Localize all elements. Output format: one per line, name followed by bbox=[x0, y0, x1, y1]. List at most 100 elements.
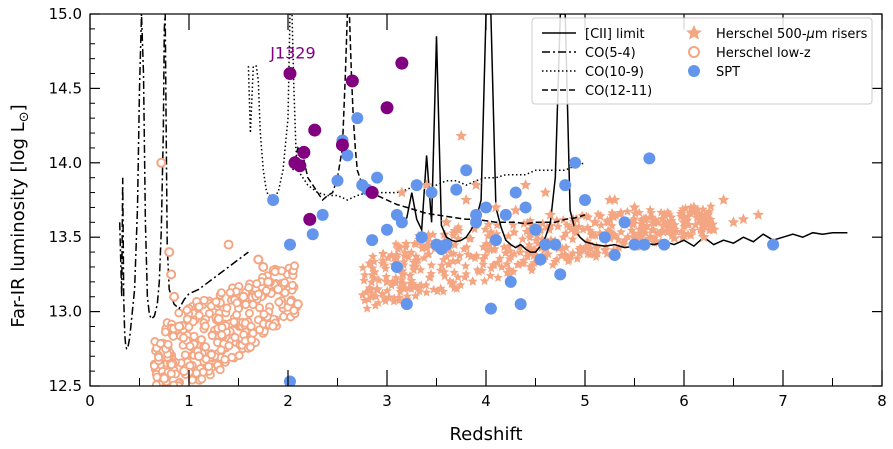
cloud-point bbox=[204, 361, 214, 371]
legend-item-co54: CO(5-4) bbox=[542, 46, 636, 61]
cloud-point bbox=[252, 279, 262, 289]
cloud-point bbox=[395, 286, 405, 296]
y-tick-label: 15.0 bbox=[49, 5, 82, 23]
point-spt bbox=[410, 179, 423, 192]
legend-star-marker bbox=[686, 25, 702, 40]
point-spt bbox=[366, 234, 379, 247]
cloud-point bbox=[222, 303, 232, 313]
cloud-point bbox=[414, 281, 425, 291]
cloud-point bbox=[676, 211, 686, 221]
cloud-point bbox=[449, 267, 459, 277]
point-herschel-500-m-risers bbox=[628, 201, 641, 213]
cloud-point bbox=[517, 234, 528, 244]
cloud-point bbox=[682, 212, 693, 222]
point-herschel-low-z bbox=[263, 276, 274, 287]
cloud-point bbox=[478, 259, 488, 269]
legend-box bbox=[531, 17, 873, 105]
cloud-point bbox=[169, 380, 179, 386]
point-herschel-low-z bbox=[223, 239, 234, 250]
point-spt bbox=[559, 179, 572, 192]
point-spt bbox=[341, 149, 354, 162]
cloud-point bbox=[396, 277, 406, 287]
cloud-point bbox=[402, 291, 413, 301]
cloud-point bbox=[227, 352, 237, 362]
cloud-point bbox=[593, 209, 603, 219]
cloud-point bbox=[453, 256, 463, 265]
cloud-point bbox=[436, 260, 447, 270]
cloud-point bbox=[419, 253, 429, 263]
cloud-point bbox=[413, 254, 423, 264]
cloud-point bbox=[564, 253, 574, 263]
cloud-point bbox=[698, 204, 708, 214]
cloud-point bbox=[595, 210, 606, 220]
legend-item-herschel-risers: Herschel 500-μm risers bbox=[686, 25, 868, 42]
point-j1329-host-candidates bbox=[345, 74, 359, 88]
cloud-point bbox=[537, 234, 547, 244]
cloud-point bbox=[189, 331, 199, 341]
cloud-point bbox=[459, 244, 469, 254]
cloud-point bbox=[575, 242, 585, 252]
cloud-point bbox=[187, 375, 197, 385]
point-herschel-500-m-risers bbox=[440, 216, 453, 228]
point-spt bbox=[514, 298, 527, 311]
point-herschel-500-m-risers bbox=[688, 201, 700, 213]
cloud-point bbox=[399, 251, 410, 261]
cloud-point bbox=[684, 219, 694, 229]
cloud-point bbox=[421, 280, 431, 290]
cloud-point bbox=[663, 223, 673, 233]
cloud-point bbox=[553, 221, 563, 231]
point-herschel-500-m-risers bbox=[396, 186, 408, 198]
cloud-point bbox=[552, 254, 562, 264]
legend-item-herschel-lowz: Herschel low-z bbox=[688, 46, 811, 61]
point-spt bbox=[283, 238, 296, 251]
cloud-point bbox=[244, 308, 254, 318]
cloud-point bbox=[491, 229, 502, 238]
cloud-point bbox=[596, 220, 606, 230]
legend-label-co109: CO(10-9) bbox=[585, 65, 644, 80]
point-spt bbox=[598, 231, 611, 244]
cloud-point bbox=[610, 231, 621, 241]
x-tick-label: 3 bbox=[382, 392, 392, 410]
point-herschel-low-z bbox=[164, 247, 175, 258]
cloud-point bbox=[477, 265, 487, 275]
cloud-point bbox=[493, 272, 503, 282]
point-j1329-host-candidates bbox=[303, 212, 317, 226]
point-spt bbox=[658, 238, 671, 251]
series-herschel-low-z bbox=[156, 157, 303, 384]
cloud-point bbox=[515, 247, 525, 257]
cloud-point bbox=[567, 234, 578, 244]
cloud-point bbox=[194, 302, 204, 312]
cloud-point bbox=[435, 265, 446, 275]
point-herschel-low-z bbox=[166, 269, 177, 280]
legend-label-herschel-risers: Herschel 500-μm risers bbox=[716, 27, 868, 42]
series-j1329-host-candidates bbox=[283, 56, 409, 226]
cloud-point bbox=[640, 215, 650, 225]
cloud-point bbox=[558, 232, 569, 242]
cloud-point bbox=[644, 233, 654, 243]
line-co-5-4- bbox=[118, 14, 249, 350]
x-tick-label: 8 bbox=[877, 392, 887, 410]
cloud-point bbox=[220, 354, 230, 364]
cloud-point bbox=[622, 206, 633, 216]
cloud-point bbox=[583, 212, 594, 222]
cloud-point bbox=[405, 270, 415, 280]
point-spt bbox=[415, 231, 428, 244]
cloud-point bbox=[373, 298, 384, 308]
cloud-point bbox=[524, 243, 534, 253]
cloud-point bbox=[380, 260, 390, 270]
plot-layer bbox=[118, 14, 848, 386]
point-herschel-500-m-risers bbox=[569, 223, 581, 235]
cloud-point bbox=[485, 270, 496, 280]
point-spt bbox=[529, 223, 542, 236]
cloud-point bbox=[592, 248, 603, 258]
legend-item-co1211: CO(12-11) bbox=[542, 84, 652, 99]
point-spt bbox=[534, 253, 547, 266]
cloud-point bbox=[391, 239, 401, 249]
y-axis-label: Far-IR luminosity [log L⊙] bbox=[8, 104, 32, 327]
cloud-point bbox=[568, 248, 578, 258]
cloud-point bbox=[381, 271, 391, 281]
cloud-point bbox=[571, 214, 581, 224]
point-j1329-host-candidates bbox=[293, 159, 307, 173]
cloud-point bbox=[224, 341, 234, 351]
cloud-point bbox=[166, 369, 176, 379]
